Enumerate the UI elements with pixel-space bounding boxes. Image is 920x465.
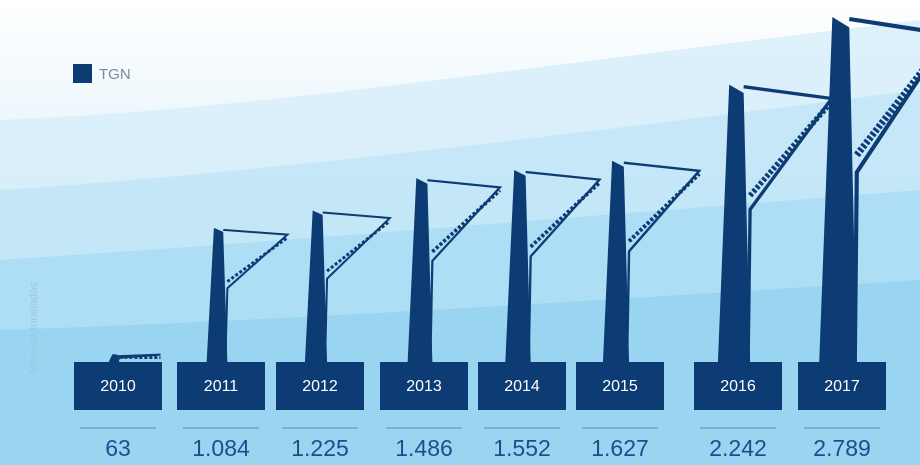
crane [206,227,290,363]
crane-jib [623,161,702,363]
value-label: 1.627 [591,435,649,461]
value-label: 1.225 [291,435,349,461]
crane [819,16,920,363]
crane-tower [407,178,433,362]
crane-tower [108,354,120,362]
legend-label: TGN [99,66,131,83]
crane [108,353,161,363]
year-box [74,362,162,410]
crane-tower [206,227,228,362]
x-tick-label: 2013 [406,378,442,395]
legend-swatch [73,64,92,83]
x-tick-label: 2017 [824,378,860,395]
crane-truss [747,99,834,198]
x-tick-label: 2011 [204,378,239,395]
crane-truss [529,181,601,249]
crane [407,178,503,363]
year-box [177,362,265,410]
crane-truss [226,236,289,283]
crane [505,170,602,363]
value-label: 1.486 [395,435,453,461]
year-box [276,362,364,410]
crane-jib [525,170,602,363]
crane-tower [717,84,751,363]
x-tick-label: 2014 [504,378,540,395]
value-label: 1.552 [493,435,551,461]
crane-jib [848,16,920,363]
x-tick-label: 2015 [602,378,638,395]
crane [717,84,835,363]
value-label: 2.242 [709,435,767,461]
year-box [694,362,782,410]
crane [304,210,393,363]
year-box [380,362,468,410]
crane-tower [819,17,857,362]
crane-tower [602,160,630,362]
crane [602,160,702,363]
year-box [478,362,566,410]
value-label: 63 [105,435,131,461]
crane-jib [322,211,393,363]
crane-jib [743,85,835,363]
crane-tower [304,210,328,362]
year-box [576,362,664,410]
crane-jib [427,179,503,363]
value-label: 2.789 [813,435,871,461]
x-tick-label: 2016 [720,378,756,395]
x-tick-label: 2012 [302,378,338,395]
crane-truss [431,189,502,254]
value-label: 1.084 [192,435,250,461]
x-tick-label: 2010 [100,378,136,395]
crane-truss [326,219,391,273]
y-axis-label: Miles de toneladas [28,282,40,374]
year-box [798,362,886,410]
crane-truss [627,172,701,243]
crane-tower [505,170,531,362]
